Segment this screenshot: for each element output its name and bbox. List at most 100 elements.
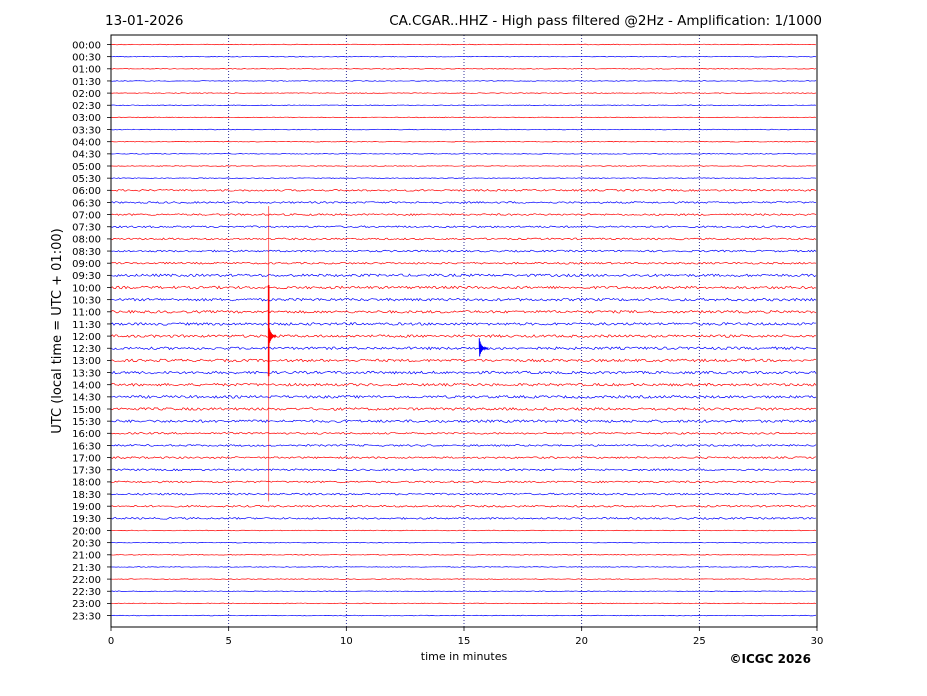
trace-2330 — [110, 614, 817, 617]
row-label: 19:00 — [72, 502, 101, 513]
trace-2000 — [110, 529, 817, 532]
trace-1200 — [110, 334, 817, 338]
event-waveform — [478, 338, 489, 357]
trace-0330 — [110, 128, 817, 131]
x-tick-label: 30 — [811, 636, 824, 647]
row-label: 00:00 — [72, 40, 101, 51]
trace-0630 — [110, 201, 817, 204]
row-label: 04:00 — [72, 138, 101, 149]
trace-2200 — [110, 578, 817, 580]
trace-0030 — [110, 55, 817, 58]
row-label: 03:00 — [72, 113, 101, 124]
row-label: 18:00 — [72, 478, 101, 489]
trace-1300 — [110, 358, 817, 363]
row-label: 23:00 — [72, 599, 101, 610]
row-label: 09:30 — [72, 271, 101, 282]
row-label: 17:00 — [72, 453, 101, 464]
row-label: 08:30 — [72, 247, 101, 258]
row-label: 06:30 — [72, 198, 101, 209]
trace-2030 — [110, 541, 817, 544]
row-label: 11:00 — [72, 308, 101, 319]
trace-1000 — [110, 285, 817, 290]
row-label: 09:00 — [72, 259, 101, 270]
trace-0500 — [111, 165, 817, 167]
row-label: 02:00 — [72, 89, 101, 100]
trace-2300 — [110, 602, 817, 605]
row-label: 21:00 — [72, 551, 101, 562]
trace-1800 — [110, 480, 817, 484]
trace-0100 — [110, 68, 817, 70]
row-label: 19:30 — [72, 514, 101, 525]
trace-0130 — [110, 80, 817, 82]
row-label: 05:00 — [72, 162, 101, 173]
date-label: 13-01-2026 — [105, 13, 183, 29]
row-label: 07:00 — [72, 210, 101, 221]
row-label: 07:30 — [72, 223, 101, 234]
row-label: 08:00 — [72, 235, 101, 246]
trace-1830 — [110, 492, 817, 496]
trace-1030 — [110, 297, 817, 302]
trace-1100 — [110, 309, 817, 314]
trace-0730 — [110, 225, 817, 229]
row-label: 14:30 — [72, 393, 101, 404]
trace-1230 — [110, 346, 817, 351]
trace-1630 — [110, 444, 817, 447]
y-axis-label: UTC (local time = UTC + 01:00) — [50, 228, 65, 433]
row-label: 16:00 — [72, 429, 101, 440]
row-label: 12:00 — [72, 332, 101, 343]
trace-1130 — [110, 322, 817, 326]
trace-1430 — [110, 394, 817, 399]
trace-1730 — [110, 468, 817, 472]
trace-1600 — [110, 431, 817, 435]
plot-frame — [110, 34, 818, 628]
row-label: 18:30 — [72, 490, 101, 501]
row-label: 06:00 — [72, 186, 101, 197]
row-label: 10:00 — [72, 283, 101, 294]
copyright-label: ©ICGC 2026 — [729, 652, 811, 666]
trace-0200 — [110, 92, 817, 94]
trace-0800 — [110, 237, 817, 241]
trace-1700 — [110, 456, 817, 459]
x-tick-label: 10 — [340, 636, 353, 647]
event-waveform — [268, 325, 277, 346]
trace-0700 — [110, 213, 817, 216]
trace-0830 — [110, 249, 817, 253]
trace-2230 — [110, 590, 817, 592]
row-label: 04:30 — [72, 150, 101, 161]
trace-1400 — [110, 382, 817, 387]
row-label: 22:00 — [72, 575, 101, 586]
x-tick-label: 25 — [693, 636, 706, 647]
row-label: 16:30 — [72, 441, 101, 452]
trace-1900 — [110, 504, 817, 508]
row-label: 11:30 — [72, 320, 101, 331]
row-label: 20:00 — [72, 526, 101, 537]
row-label: 03:30 — [72, 125, 101, 136]
row-label: 15:30 — [72, 417, 101, 428]
row-label: 02:30 — [72, 101, 101, 112]
x-tick-label: 5 — [225, 636, 231, 647]
row-label: 21:30 — [72, 563, 101, 574]
row-label: 01:00 — [72, 65, 101, 76]
row-label: 13:30 — [72, 368, 101, 379]
trace-0530 — [110, 177, 817, 179]
row-label: 17:30 — [72, 466, 101, 477]
trace-0600 — [110, 188, 817, 192]
trace-1330 — [110, 370, 817, 375]
row-label: 05:30 — [72, 174, 101, 185]
trace-0230 — [110, 104, 817, 106]
row-label: 10:30 — [72, 295, 101, 306]
chart-title: CA.CGAR..HHZ - High pass filtered @2Hz -… — [389, 13, 822, 29]
trace-0000 — [110, 43, 817, 46]
x-axis-label: time in minutes — [421, 650, 508, 663]
x-tick-label: 20 — [575, 636, 588, 647]
row-label: 12:30 — [72, 344, 101, 355]
row-label: 14:00 — [72, 381, 101, 392]
trace-0900 — [110, 261, 817, 265]
trace-1500 — [110, 407, 817, 411]
x-tick-label: 15 — [458, 636, 471, 647]
row-label: 13:00 — [72, 356, 101, 367]
trace-1530 — [110, 419, 817, 424]
trace-2100 — [110, 554, 817, 556]
